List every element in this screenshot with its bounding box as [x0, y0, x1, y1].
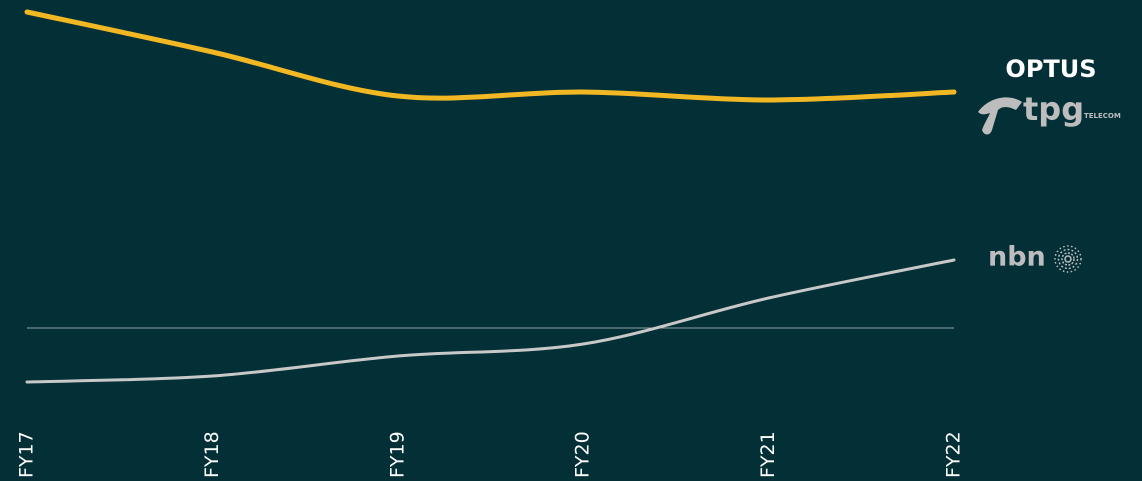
- line-series: [25, 258, 956, 384]
- telstra-logo: [978, 97, 1022, 135]
- legend-label: TELECOM: [1084, 112, 1121, 120]
- legend-label: nbn: [988, 242, 1046, 273]
- legend-label: OPTUS: [1005, 55, 1096, 83]
- legend-label: tpg: [1023, 90, 1084, 128]
- icon-ring: [1061, 252, 1075, 266]
- icon-ring: [1057, 248, 1079, 270]
- x-tick-label: FY19: [386, 431, 408, 478]
- x-tick-label: FY18: [201, 431, 223, 478]
- x-tick-label: FY21: [757, 431, 779, 478]
- x-tick-label: FY17: [16, 431, 38, 478]
- icon-ring: [1054, 245, 1082, 273]
- icon-ring: [1064, 255, 1072, 263]
- x-tick-label: FY22: [943, 431, 965, 478]
- nbn-logo-icon: [1054, 245, 1082, 273]
- line-series: [24, 9, 957, 103]
- x-tick-label: FY20: [572, 431, 594, 478]
